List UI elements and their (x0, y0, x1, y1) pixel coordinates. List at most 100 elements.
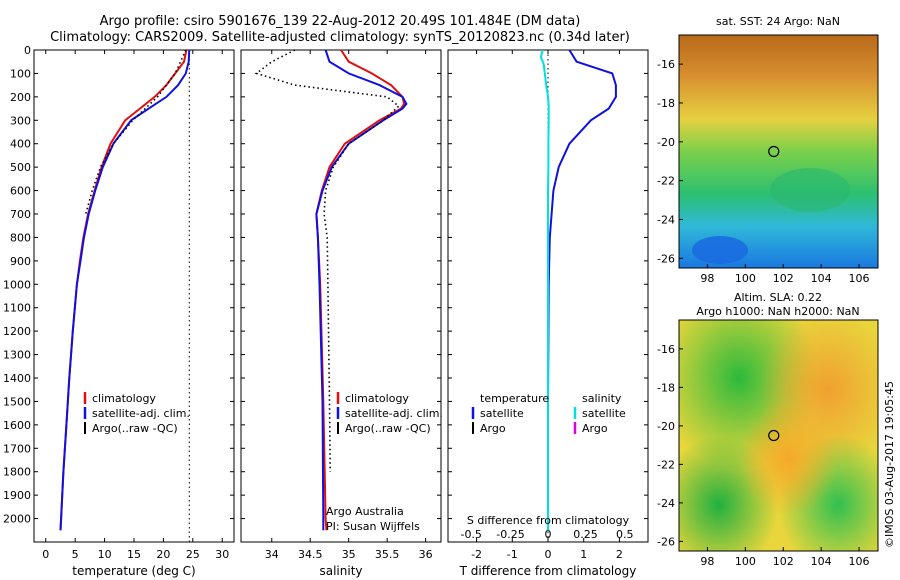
depth-tick-label: 1000 (3, 278, 31, 291)
lat-tick-label: -24 (657, 213, 675, 226)
series-line-argo-raw-qc- (254, 49, 400, 472)
lon-tick-label: 98 (700, 555, 714, 568)
depth-tick-label: 1600 (3, 419, 31, 432)
x-tick-label: 15 (127, 548, 141, 561)
legend-header-temperature: temperature (480, 392, 549, 405)
depth-tick-label: 500 (10, 161, 31, 174)
s-tick-label: -0.5 (460, 528, 481, 541)
lon-tick-label: 104 (811, 555, 832, 568)
lat-tick-label: -16 (657, 343, 675, 356)
x-tick-label: 34.5 (298, 548, 323, 561)
s-tick-label: -0.25 (496, 528, 524, 541)
lon-tick-label: 106 (849, 555, 870, 568)
series-line-climatology (59, 49, 188, 531)
x-tick-label: 0 (545, 548, 552, 561)
legend-satellite: satellite-adj. clim. (92, 407, 190, 420)
lat-tick-label: -16 (657, 58, 675, 71)
lat-tick-label: -26 (657, 535, 675, 548)
sst-cool-patch (692, 236, 748, 264)
x-tick-label: 35 (342, 548, 356, 561)
depth-tick-label: 1700 (3, 442, 31, 455)
depth-tick-label: 2000 (3, 513, 31, 526)
title-line-2: Climatology: CARS2009. Satellite-adjuste… (50, 30, 630, 45)
difference-top-axis: -0.5 -0.25 0 0.25 0.5 (460, 528, 633, 541)
sst-green-patch (770, 168, 850, 212)
sla-argo-location-marker (768, 429, 780, 442)
legend-t-argo: Argo (480, 422, 506, 435)
lon-tick-label: 100 (735, 555, 756, 568)
s-tick-label: 0.25 (573, 528, 598, 541)
s-difference-label: S difference from climatology (467, 514, 630, 527)
depth-tick-label: 1500 (3, 395, 31, 408)
x-tick-label: 5 (72, 548, 79, 561)
difference-x-axis: -2 -1 0 1 2 (471, 50, 623, 561)
salinity-xlabel: salinity (319, 564, 362, 578)
annotation-argo-australia: Argo Australia (326, 505, 404, 518)
annotation-pi: PI: Susan Wijffels (326, 520, 420, 533)
depth-tick-label: 900 (10, 255, 31, 268)
temperature-lines (59, 49, 191, 542)
temperature-x-axis: 0 5 10 15 20 25 30 (42, 50, 229, 561)
legend-s-argo: Argo (582, 422, 608, 435)
title-line-1: Argo profile: csiro 5901676_139 22-Aug-2… (99, 14, 581, 29)
legend-climatology: climatology (345, 392, 409, 405)
depth-tick-label: 100 (10, 67, 31, 80)
depth-tick-label: 600 (10, 185, 31, 198)
imos-stamp: ©IMOS 03-Aug-2017 19:05:45 (883, 381, 896, 548)
difference-lines (539, 49, 617, 542)
lat-tick-label: -24 (657, 497, 675, 510)
lat-tick-label: -26 (657, 252, 675, 265)
depth-tick-label: 1800 (3, 466, 31, 479)
salinity-plot-frame (240, 49, 442, 543)
lon-tick-label: 104 (811, 272, 832, 285)
s-tick-label: 0.5 (616, 528, 634, 541)
salinity-panel: 34 34.5 35 35.5 36 salinity climatology sate… (240, 49, 443, 578)
series-line-salinity-satellite (539, 49, 550, 531)
x-tick-label: 25 (186, 548, 200, 561)
lat-tick-label: -22 (657, 458, 675, 471)
depth-tick-label: 0 (24, 44, 31, 57)
depth-tick-label: 300 (10, 114, 31, 127)
lat-tick-label: -20 (657, 420, 675, 433)
difference-panel: -2 -1 0 1 2 -0.5 -0.25 0 0.25 0.5 S difference f… (447, 49, 649, 578)
sst-map-panel: sat. SST: 24 Argo: NaN -16 -18 -20 -22 -24 -2… (657, 15, 879, 285)
legend-argo: Argo(..raw -QC) (345, 422, 431, 435)
depth-tick-label: 700 (10, 208, 31, 221)
sla-map-panel: Altim. SLA: 0.22 Argo h1000: NaN h2000: … (657, 291, 879, 568)
x-tick-label: -2 (471, 548, 482, 561)
depth-tick-label: 1900 (3, 489, 31, 502)
sst-map-lon-axis: 98 100 102 104 106 (700, 264, 870, 285)
legend-header-salinity: salinity (582, 392, 622, 405)
depth-tick-label: 800 (10, 231, 31, 244)
s-tick-label: 0 (545, 528, 552, 541)
lat-tick-label: -18 (657, 381, 675, 394)
lon-tick-label: 98 (700, 272, 714, 285)
x-tick-label: 20 (156, 548, 170, 561)
x-tick-label: 0 (42, 548, 49, 561)
series-line-satellite-adj-clim- (315, 49, 408, 531)
difference-legend: temperature salinity satellite Argo sate… (471, 392, 626, 435)
sst-map-title: sat. SST: 24 Argo: NaN (716, 15, 840, 28)
depth-tick-label: 1200 (3, 325, 31, 338)
x-tick-label: 30 (215, 548, 229, 561)
temperature-depth-axis: 0 100 200 300 400 500 600 700 800 900 1000 1100 1200… (3, 44, 648, 526)
legend-satellite: satellite-adj. clim. (345, 407, 443, 420)
legend-argo: Argo(..raw -QC) (92, 422, 178, 435)
salinity-legend: climatology satellite-adj. clim. Argo(..… (336, 392, 443, 435)
sla-map-frame (678, 319, 879, 552)
t-difference-label: T difference from climatology (459, 564, 637, 578)
sst-argo-location-marker (768, 145, 780, 158)
sst-map-frame (678, 34, 879, 269)
lat-tick-label: -22 (657, 175, 675, 188)
series-line-satellite-adj-clim- (59, 49, 191, 531)
x-tick-label: 36 (419, 548, 433, 561)
series-line-temperature-satellite (547, 49, 617, 531)
sst-map-lat-axis: -16 -18 -20 -22 -24 -26 (657, 58, 683, 265)
lat-tick-label: -20 (657, 136, 675, 149)
salinity-x-axis: 34 34.5 35 35.5 36 (265, 50, 433, 561)
temperature-xlabel: temperature (deg C) (72, 564, 195, 578)
sla-map-lat-axis: -16 -18 -20 -22 -24 -26 (657, 343, 683, 548)
x-tick-label: 10 (98, 548, 112, 561)
lat-tick-label: -18 (657, 97, 675, 110)
